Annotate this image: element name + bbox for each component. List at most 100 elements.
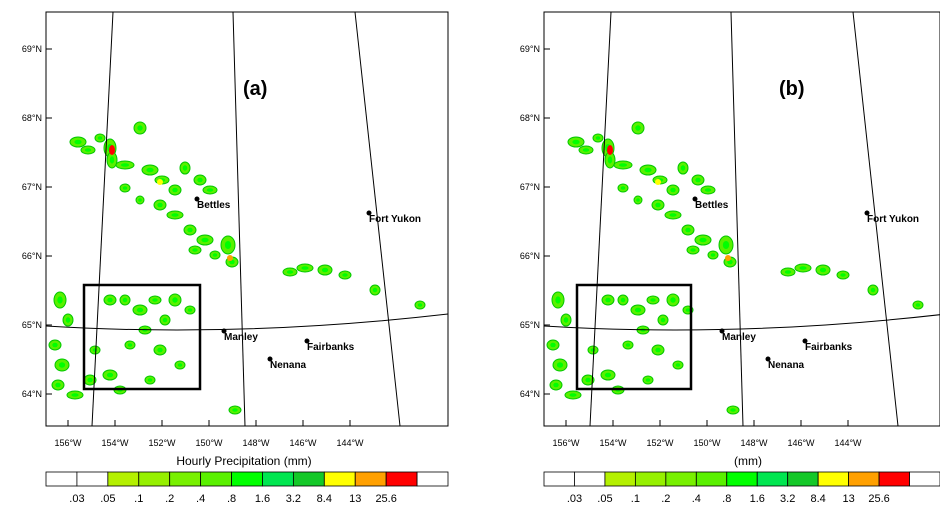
city-label: Bettles [695,200,729,211]
precip-core [162,317,168,323]
precip-core [87,377,93,383]
lat-label: 66°N [22,251,42,261]
precip-core [57,296,63,304]
map-panel-b: (b) 69°N68°N67°N66°N65°N64°N 156°W 154°W 1… [520,11,940,505]
precip-core [722,240,730,250]
colorbar-swatch [756,471,789,487]
colorbar-swatch [76,471,109,487]
colorbar-tick-label: .8 [227,493,236,505]
city-marker [802,338,808,344]
precip-core [595,136,601,140]
precip-core [232,408,238,412]
study-box [575,283,693,391]
precip-core [605,297,611,303]
lon-label: 156°W [54,438,82,448]
precip-core [870,287,876,293]
precip-core [138,198,142,202]
colorbar-tick-label: 1.6 [255,493,270,505]
lon-label: 152°W [646,438,674,448]
colorbar-swatch [848,471,880,487]
lon-label: 150°W [195,438,223,448]
precip-core [157,202,163,208]
colorbar-swatch [695,471,728,487]
colorbar-tick-label: .05 [100,493,115,505]
lon-label: 148°W [740,438,768,448]
city-marker [692,196,698,202]
precip-core [301,266,309,270]
precip-heavy-core [607,145,613,155]
precip-core [550,342,556,348]
map-frame [45,11,449,427]
precip-core [201,237,209,243]
longitude-axis: 156°W 154°W 152°W 150°W 148°W 146°W 144°W [552,420,862,448]
city-marker [366,210,372,216]
city-label: Nenana [768,360,805,371]
precip-core [172,297,178,303]
precip-heavy-core [157,179,163,185]
precip-core [660,317,666,323]
precip-core [704,188,712,192]
precip-core [177,363,183,367]
colorbar-swatch [787,471,819,487]
city-label: Fort Yukon [369,214,421,225]
city-marker [267,356,273,362]
precip-core [634,307,642,313]
precip-core [650,298,656,302]
colorbar-tick-label: 25.6 [375,493,396,505]
precip-heavy-core [109,145,115,155]
precip-core [92,348,98,352]
colorbar-swatch [574,471,606,487]
precip-core [556,362,564,368]
precip-core [784,270,792,274]
colorbar-swatch [878,471,910,487]
precip-core [182,165,188,171]
colorbar-tick-label: 25.6 [868,493,889,505]
precip-core [655,202,661,208]
precip-core [563,317,569,323]
precip-core [122,186,128,190]
lon-label: 144°W [834,438,862,448]
colorbar-swatch [416,471,449,487]
precip-core [106,372,114,378]
colorbar-swatch [323,471,356,487]
city-label: Manley [722,332,756,343]
precip-core [224,240,232,250]
precip-core [152,298,158,302]
city-marker [221,328,227,334]
graticule [46,12,448,426]
city-marker [719,328,725,334]
precip-core [58,362,66,368]
precip-core [644,167,652,173]
precip-core [65,317,71,323]
precip-core [321,267,329,273]
precip-core [84,148,92,152]
precip-core [655,347,661,353]
precip-core [620,186,626,190]
precip-core [635,125,641,131]
lat-label: 65°N [520,320,540,330]
precip-heavy-core [655,179,661,185]
precip-core [187,308,193,312]
colorbar-swatch [231,471,263,487]
colorbar-tick-label: .05 [597,493,612,505]
precip-core [620,297,626,303]
lat-label: 69°N [22,44,42,54]
precip-core [569,393,577,397]
precip-core [286,270,294,274]
colorbar: .03 .05 .1 .2 .4 .8 1.6 3.2 8.4 13 25.6 [543,471,940,505]
precip-core [157,347,163,353]
precip-core [582,148,590,152]
colorbar-swatch [169,471,202,487]
lat-label: 69°N [520,44,540,54]
precip-core [840,273,846,277]
precip-core [690,248,696,252]
colorbar-title: Hourly Precipitation (mm) [176,454,311,468]
city-marker [194,196,200,202]
precip-core [172,187,178,193]
city-label: Fairbanks [307,342,355,353]
precip-core [685,308,691,312]
precip-core [187,227,193,233]
precipitation-field [546,121,924,415]
lon-label: 152°W [148,438,176,448]
